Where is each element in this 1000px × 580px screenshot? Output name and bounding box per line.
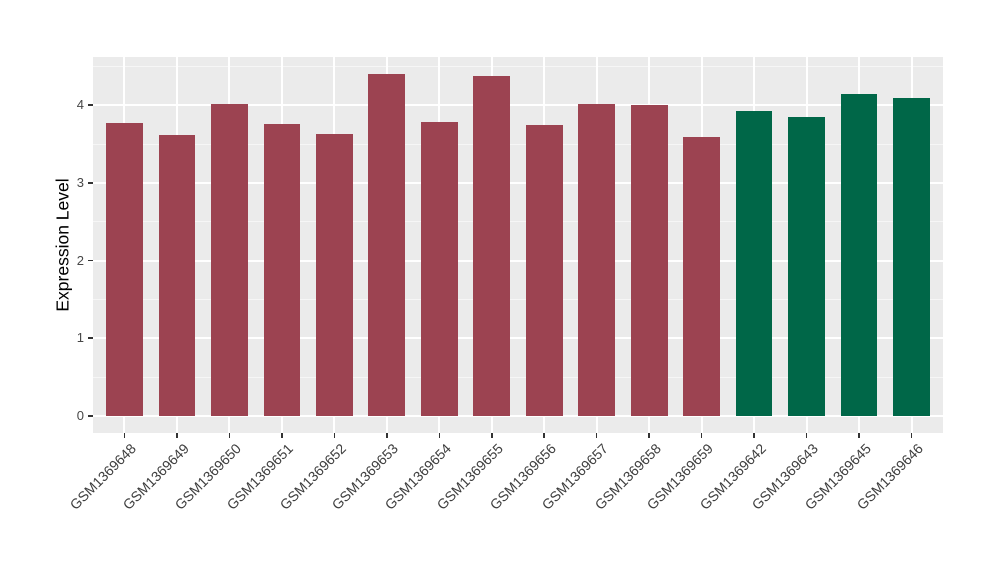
bar [630,105,668,416]
bar [473,75,511,416]
gridline-minor [93,298,943,300]
y-tick-mark [88,259,93,262]
gridline-minor [93,376,943,378]
y-tick-label: 4 [76,97,84,113]
gridline-major [93,337,943,340]
x-tick-mark [700,433,703,438]
bar [158,134,196,416]
x-tick-mark [333,433,336,438]
x-tick-mark [648,433,650,438]
gridline-minor [93,143,943,145]
y-tick-label: 2 [76,252,84,268]
x-tick-mark [753,433,755,438]
bar [106,123,143,416]
y-tick-mark [88,182,93,184]
x-tick-mark [123,433,126,438]
y-axis-title: Expression Level [52,178,73,312]
x-tick-mark [438,433,441,438]
bar [263,123,301,416]
gridline-major [93,181,943,184]
y-tick-label: 3 [76,174,84,190]
x-tick-mark [281,433,283,438]
x-tick-mark [176,433,178,438]
gridline-minor [93,65,943,67]
bar [683,137,720,416]
gridline-major [93,104,943,107]
y-tick-mark [88,337,93,339]
bar [420,122,458,416]
x-tick-mark [595,433,598,438]
bar [525,125,563,416]
x-tick-mark [858,433,860,438]
gridline-major [93,414,943,417]
x-tick-mark [228,433,231,438]
bar [578,104,616,416]
bar [315,133,353,416]
plot-panel [93,57,943,433]
bar [893,98,930,416]
gridline-minor [93,221,943,223]
y-tick-label: 1 [76,330,84,346]
y-tick-mark [88,415,93,417]
bar [840,94,878,416]
x-tick-mark [386,433,388,438]
x-tick-mark [805,433,808,438]
bar [735,111,773,416]
x-tick-mark [910,433,913,438]
x-tick-mark [491,433,493,438]
bar [211,104,248,416]
gridline-major [93,259,943,262]
y-tick-label: 0 [76,407,84,423]
bar [368,74,406,416]
x-tick-mark [543,433,545,438]
y-tick-mark [88,104,93,106]
bar [788,116,825,416]
